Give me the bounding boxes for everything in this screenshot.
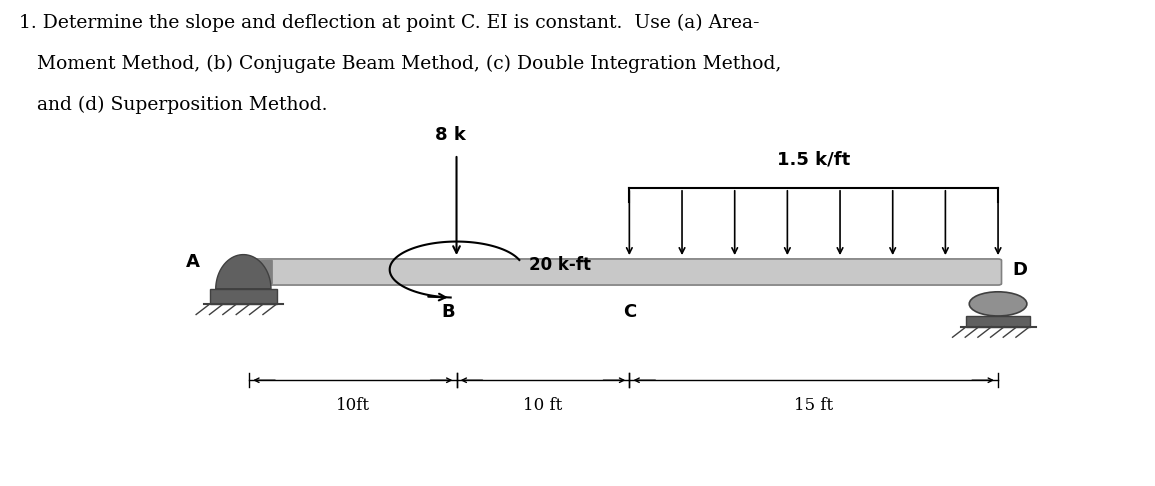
Text: 1.5 k/ft: 1.5 k/ft — [777, 151, 850, 169]
Text: 10 ft: 10 ft — [523, 397, 562, 414]
Text: A: A — [186, 253, 200, 271]
Text: Moment Method, (b) Conjugate Beam Method, (c) Double Integration Method,: Moment Method, (b) Conjugate Beam Method… — [18, 54, 781, 73]
Text: B: B — [441, 303, 455, 321]
Text: C: C — [623, 303, 636, 321]
Polygon shape — [216, 255, 271, 289]
Text: 1. Determine the slope and deflection at point C. EI is constant.  Use (a) Area-: 1. Determine the slope and deflection at… — [18, 14, 759, 32]
Text: and (d) Superposition Method.: and (d) Superposition Method. — [18, 96, 327, 114]
Bar — [967, 316, 1030, 327]
FancyBboxPatch shape — [246, 259, 1001, 285]
Text: 20 k-ft: 20 k-ft — [529, 256, 591, 274]
Bar — [210, 289, 277, 304]
Text: D: D — [1012, 260, 1027, 278]
Text: 10ft: 10ft — [336, 397, 370, 414]
Polygon shape — [244, 260, 273, 284]
Circle shape — [969, 292, 1027, 316]
Text: 8 k: 8 k — [435, 126, 467, 144]
Text: 15 ft: 15 ft — [795, 397, 833, 414]
